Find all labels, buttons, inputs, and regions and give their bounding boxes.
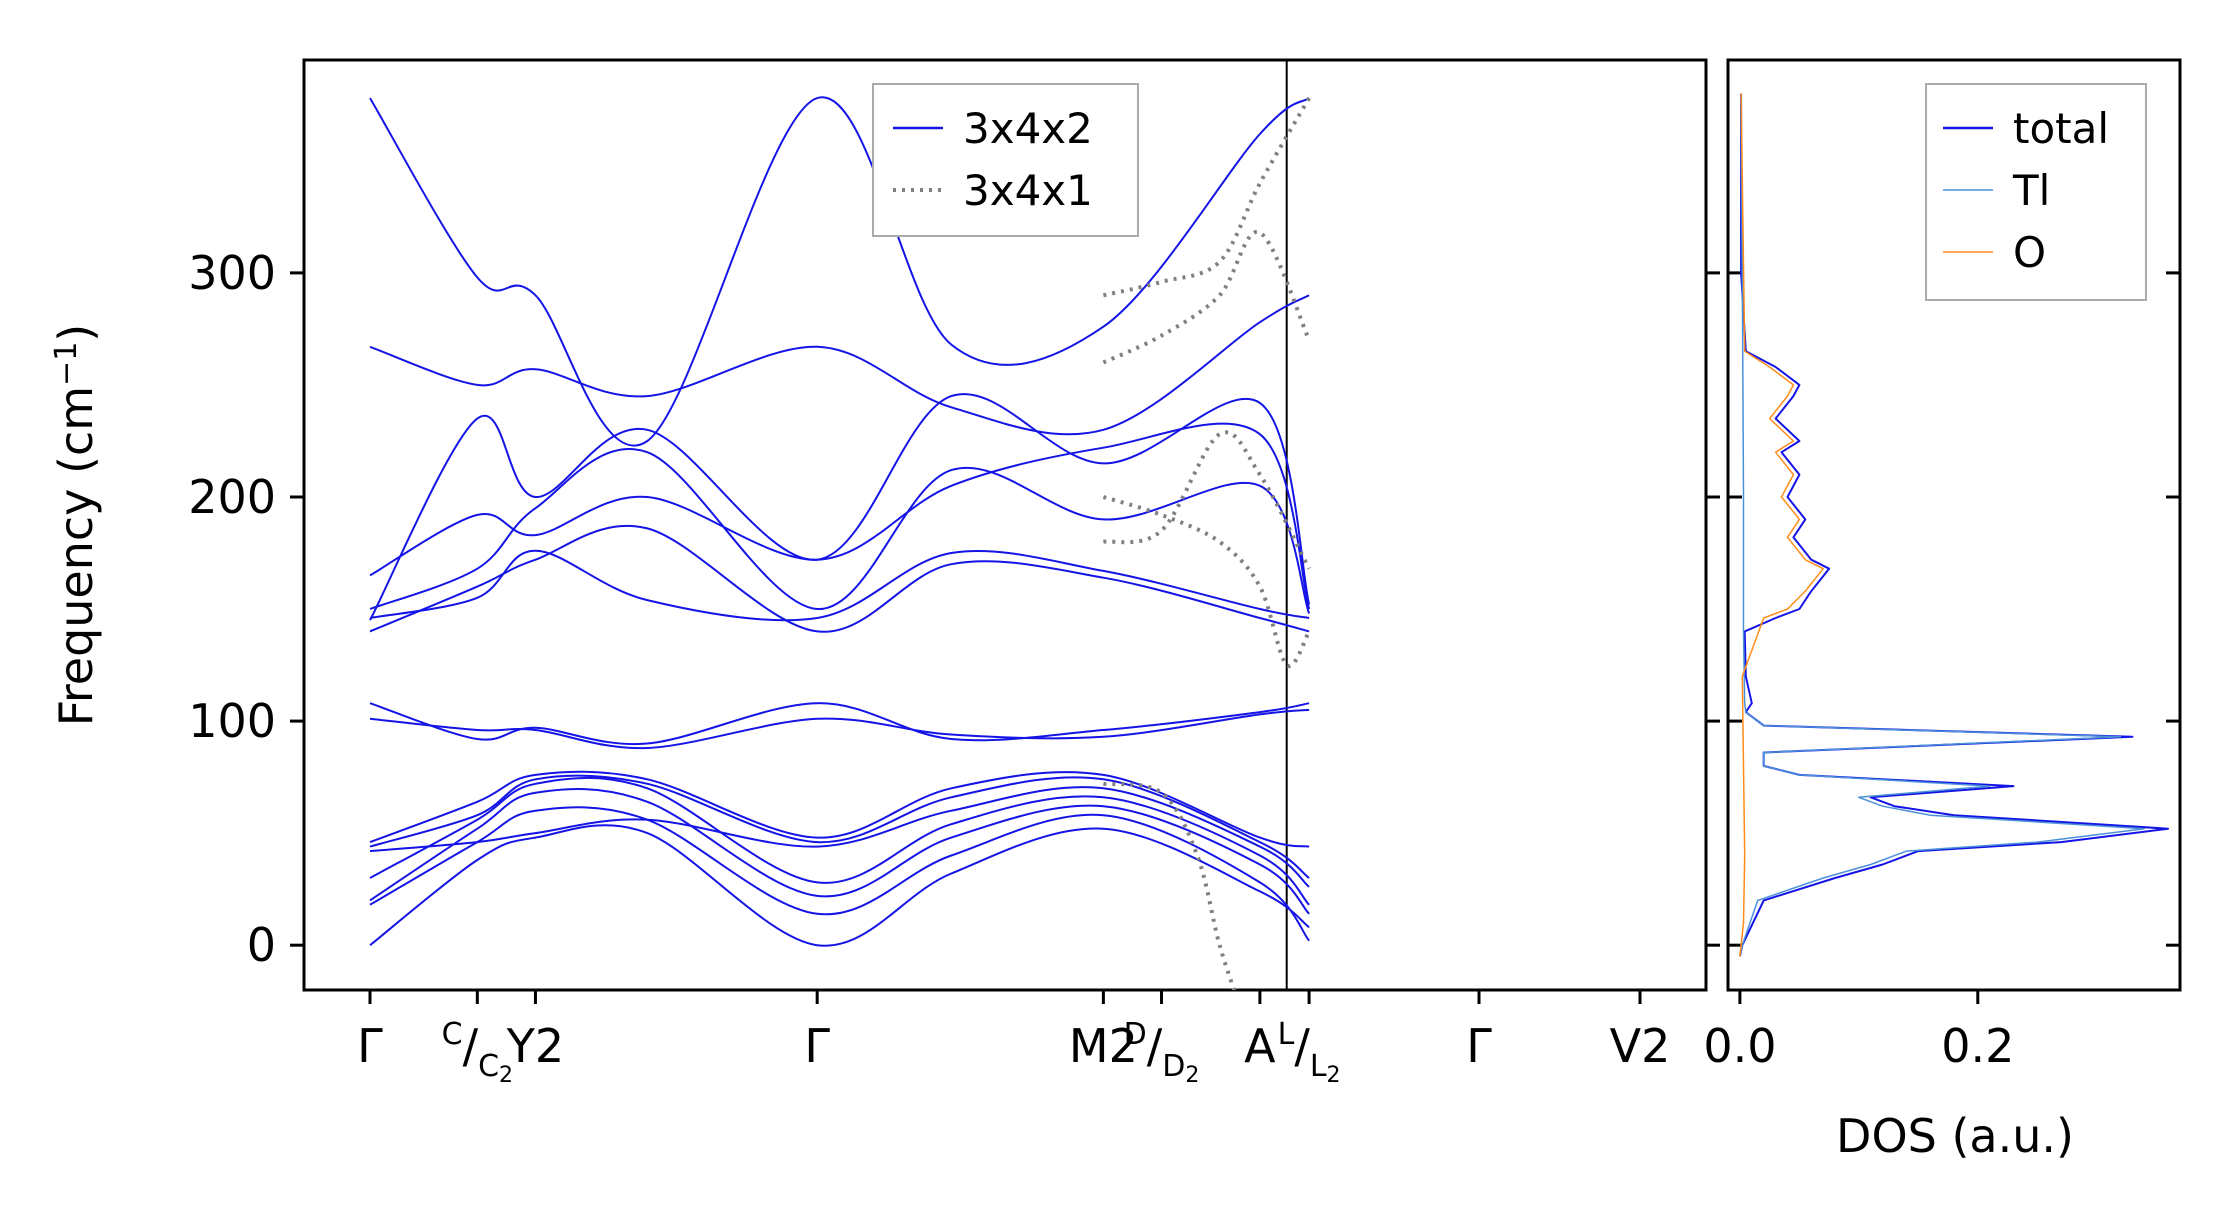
band-line-3x4x2-13 — [369, 393, 1311, 621]
band-line-3x4x2-12 — [369, 422, 1311, 610]
band-line-3x4x2-1 — [369, 806, 1310, 942]
band-ylabel: Frequency (cm−1) — [49, 324, 103, 727]
band-line-3x4x2-8 — [369, 702, 1310, 746]
band-line-3x4x2-15 — [369, 96, 1310, 447]
band-xtick-label-9: V2 — [1610, 1019, 1671, 1073]
band-line-3x4x2-9 — [369, 524, 1310, 633]
dos-panel: 0.0 0.2 DOS (a.u.) total Tl O — [1703, 58, 2182, 1163]
legend-tl-label: Tl — [2012, 166, 2050, 215]
band-line-3x4x1-0 — [1103, 781, 1237, 990]
dos-xtick-label-0: 0.0 — [1703, 1019, 1776, 1073]
dos-axes-frame — [1726, 58, 2182, 992]
ylabel-main: Frequency (cm — [49, 386, 103, 726]
ylabel-end: ) — [49, 324, 103, 342]
dos-line-tl — [1739, 93, 2146, 957]
band-ytick-label-3: 300 — [188, 246, 276, 300]
dos-legend: total Tl O — [1925, 83, 2147, 301]
dos-x-ticks: 0.0 0.2 — [1703, 990, 2014, 1073]
band-xtick-label-5: D/D2 — [1124, 1017, 1200, 1088]
band-ytick-label-1: 100 — [188, 694, 276, 748]
band-line-3x4x2-14 — [369, 294, 1310, 436]
dos-lines — [1738, 93, 2170, 957]
band-line-3x4x1-2 — [1102, 230, 1311, 365]
band-line-3x4x2-5 — [369, 774, 1310, 879]
band-xtick-label-1: C/C2 — [442, 1017, 513, 1088]
band-line-3x4x2-2 — [369, 788, 1310, 915]
legend-o-label: O — [2013, 228, 2046, 277]
dos-xlabel: DOS (a.u.) — [1836, 1109, 2074, 1163]
band-lines — [369, 96, 1311, 990]
band-legend: 3x4x2 3x4x1 — [872, 83, 1139, 237]
band-xtick-label-0: Γ — [357, 1019, 383, 1073]
dos-y-ticks — [1728, 271, 2180, 947]
svg-text:Frequency (cm−1): Frequency (cm−1) — [49, 324, 103, 727]
band-line-3x4x2-6 — [369, 770, 1310, 848]
band-line-3x4x2-7 — [369, 708, 1310, 750]
band-xtick-label-4: M2 — [1069, 1019, 1138, 1073]
band-xtick-label-8: Γ — [1466, 1019, 1492, 1073]
band-xtick-label-3: Γ — [804, 1019, 830, 1073]
band-xtick-label-2: Y2 — [506, 1019, 564, 1073]
band-y-ticks: 0 100 200 300 — [188, 246, 1720, 972]
band-line-3x4x1-3 — [1102, 97, 1311, 298]
band-line-3x4x2-3 — [369, 776, 1310, 906]
band-ytick-label-2: 200 — [188, 470, 276, 524]
band-line-3x4x1-4 — [1103, 430, 1311, 570]
band-line-3x4x1-1 — [1102, 495, 1311, 669]
band-line-3x4x2-11 — [369, 448, 1311, 614]
band-xtick-label-6: A — [1244, 1019, 1276, 1073]
legend-3x4x1-label: 3x4x1 — [963, 166, 1093, 215]
legend-total-label: total — [2013, 104, 2109, 153]
ylabel-superscript: −1 — [49, 342, 84, 386]
legend-3x4x2-label: 3x4x2 — [963, 104, 1093, 153]
band-line-3x4x2-4 — [369, 786, 1310, 888]
dos-line-o — [1739, 93, 1824, 957]
band-line-3x4x2-10 — [369, 549, 1310, 622]
band-xtick-label-7: L/L2 — [1278, 1017, 1341, 1088]
dos-xtick-label-1: 0.2 — [1941, 1019, 2014, 1073]
dos-legend-frame — [1925, 83, 2147, 301]
band-legend-frame — [872, 83, 1139, 237]
band-line-3x4x2-0 — [369, 824, 1310, 947]
band-ytick-label-0: 0 — [247, 918, 276, 972]
dos-line-total — [1738, 93, 2170, 957]
band-structure-axes-frame — [302, 58, 1708, 992]
